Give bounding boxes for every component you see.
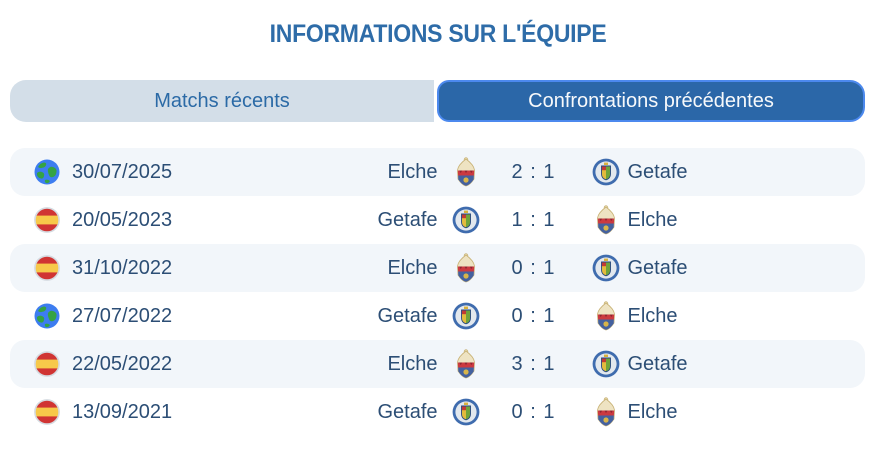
match-score: 0 : 1 (511, 400, 556, 423)
match-row[interactable]: 31/10/2022 Elche 0 : 1 Getafe (10, 244, 865, 292)
match-list: 30/07/2025 Elche 2 : 1 Getafe 20/05/2023… (10, 148, 865, 436)
tab-head-to-head-label: Confrontations précédentes (528, 89, 774, 112)
home-team-name: Elche (387, 256, 438, 279)
tab-bar: Matchs récents Confrontations précédente… (10, 80, 865, 122)
globe-icon (34, 303, 60, 329)
match-meta: 30/07/2025 (10, 159, 200, 185)
elche-badge-icon (592, 397, 620, 427)
away-team-name: Elche (627, 304, 678, 327)
elche-badge-icon (452, 253, 480, 283)
elche-badge-icon (592, 301, 620, 331)
spain-flag-icon (34, 207, 60, 233)
match-row[interactable]: 27/07/2022 Getafe 0 : 1 Elche (10, 292, 865, 340)
match-score: 0 : 1 (511, 304, 556, 327)
match-date: 22/05/2022 (72, 352, 173, 375)
home-team-name: Elche (387, 352, 438, 375)
getafe-badge-icon (452, 397, 480, 427)
match-score: 0 : 1 (511, 256, 556, 279)
match-meta: 27/07/2022 (10, 303, 200, 329)
match-score: 1 : 1 (511, 208, 556, 231)
away-team-name: Elche (627, 400, 678, 423)
elche-badge-icon (592, 205, 620, 235)
match-meta: 31/10/2022 (10, 255, 200, 281)
home-team-name: Getafe (377, 304, 438, 327)
match-meta: 22/05/2022 (10, 351, 200, 377)
tab-recent-matches-label: Matchs récents (154, 89, 290, 112)
match-row[interactable]: 13/09/2021 Getafe 0 : 1 Elche (10, 388, 865, 436)
tab-recent-matches[interactable]: Matchs récents (10, 80, 434, 122)
getafe-badge-icon (452, 205, 480, 235)
spain-flag-icon (34, 399, 60, 425)
away-team-name: Getafe (627, 160, 688, 183)
elche-badge-icon (452, 157, 480, 187)
home-team-name: Elche (387, 160, 438, 183)
getafe-badge-icon (452, 301, 480, 331)
match-meta: 13/09/2021 (10, 399, 200, 425)
elche-badge-icon (452, 349, 480, 379)
team-info-widget: INFORMATIONS SUR L'ÉQUIPE Matchs récents… (0, 20, 876, 476)
getafe-badge-icon (592, 157, 620, 187)
spain-flag-icon (34, 351, 60, 377)
match-date: 30/07/2025 (72, 160, 173, 183)
match-score: 2 : 1 (511, 160, 556, 183)
page-title-text: INFORMATIONS SUR L'ÉQUIPE (269, 20, 607, 48)
match-row[interactable]: 30/07/2025 Elche 2 : 1 Getafe (10, 148, 865, 196)
match-meta: 20/05/2023 (10, 207, 200, 233)
tab-head-to-head[interactable]: Confrontations précédentes (437, 80, 865, 122)
away-team-name: Getafe (627, 256, 688, 279)
match-score: 3 : 1 (511, 352, 556, 375)
page-title: INFORMATIONS SUR L'ÉQUIPE (0, 20, 876, 48)
home-team-name: Getafe (377, 400, 438, 423)
away-team-name: Elche (627, 208, 678, 231)
globe-icon (34, 159, 60, 185)
match-date: 31/10/2022 (72, 256, 173, 279)
match-date: 20/05/2023 (72, 208, 173, 231)
getafe-badge-icon (592, 349, 620, 379)
getafe-badge-icon (592, 253, 620, 283)
match-date: 13/09/2021 (72, 400, 173, 423)
away-team-name: Getafe (627, 352, 688, 375)
spain-flag-icon (34, 255, 60, 281)
match-row[interactable]: 22/05/2022 Elche 3 : 1 Getafe (10, 340, 865, 388)
match-date: 27/07/2022 (72, 304, 173, 327)
home-team-name: Getafe (377, 208, 438, 231)
match-row[interactable]: 20/05/2023 Getafe 1 : 1 Elche (10, 196, 865, 244)
